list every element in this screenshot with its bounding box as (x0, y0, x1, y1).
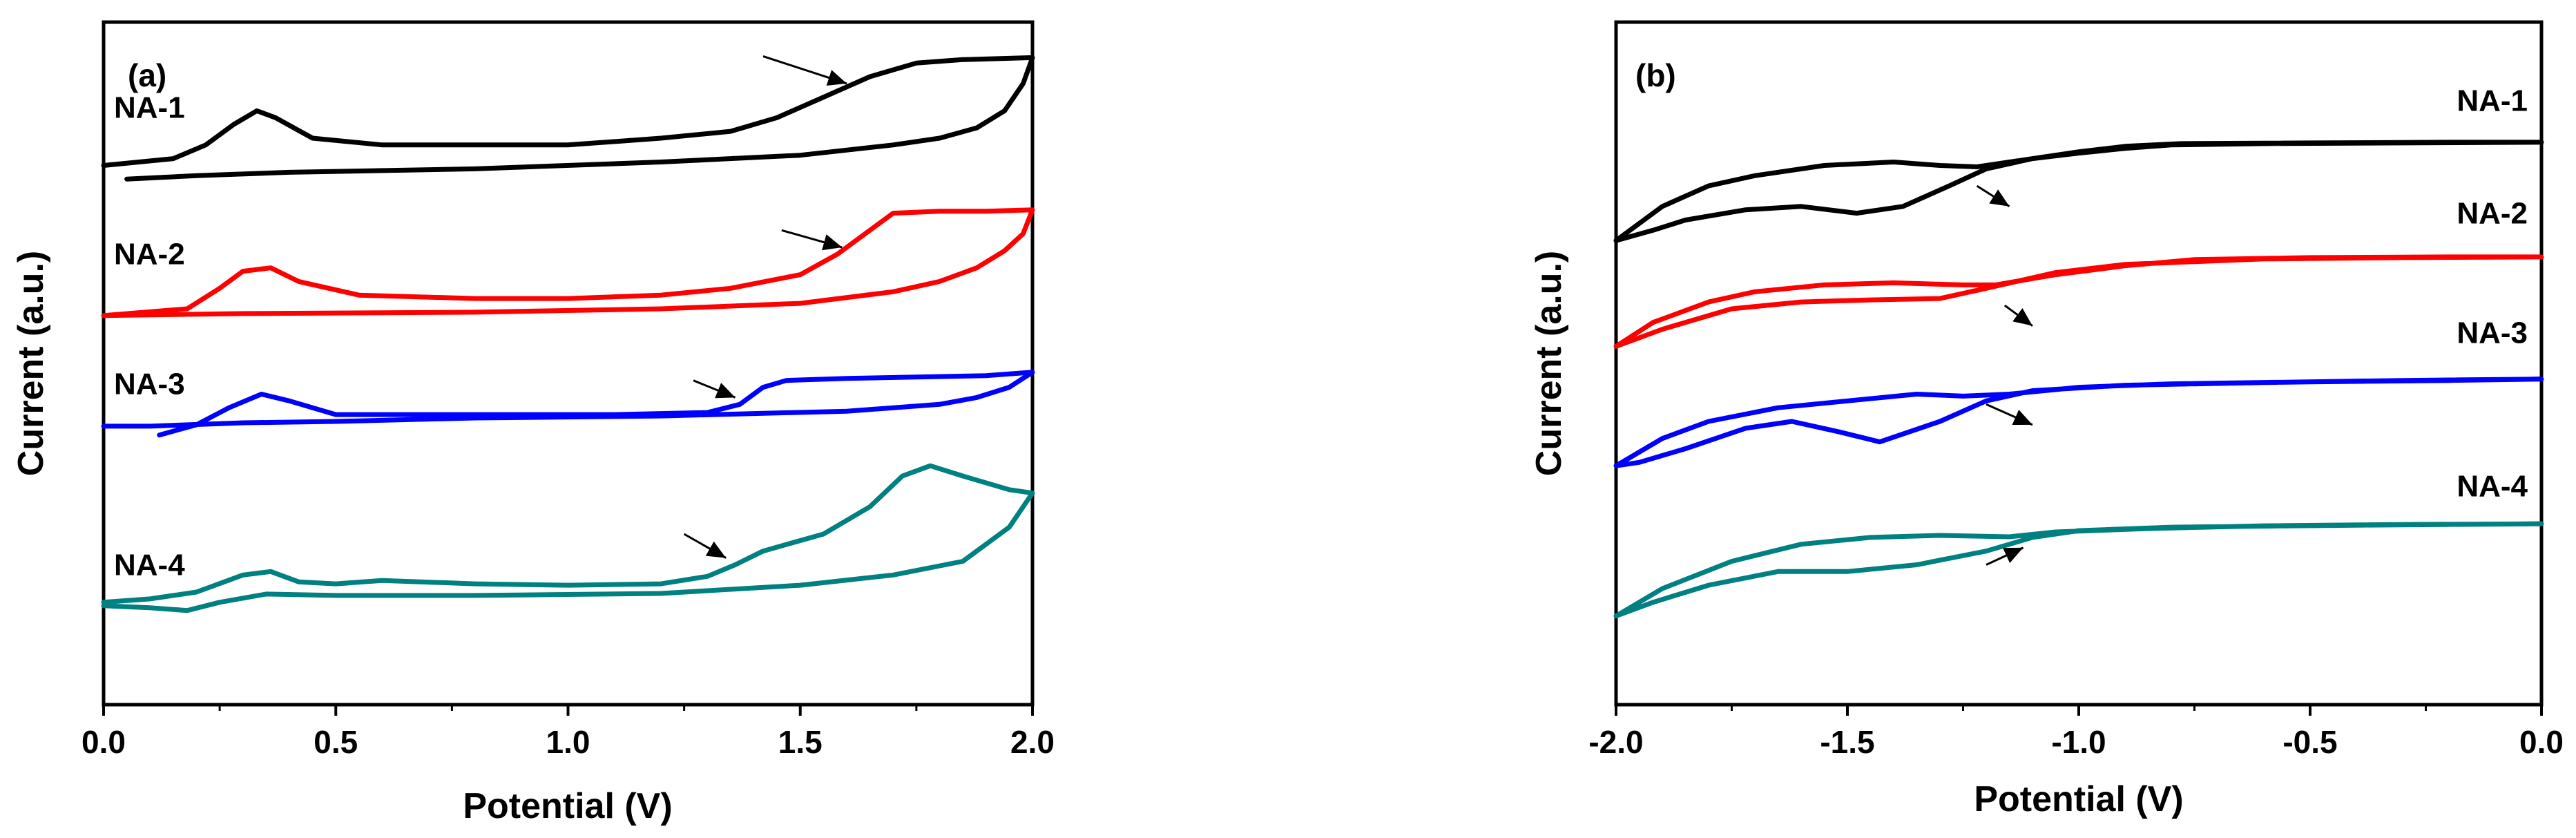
x-tick-label: -1.0 (2051, 724, 2106, 760)
arrow-na-2 (781, 229, 843, 251)
arrow-na-3 (1986, 403, 2033, 426)
arrows-a (683, 55, 847, 559)
series-curve-na-4 (101, 463, 1035, 613)
x-tick-label: -1.5 (1820, 724, 1874, 760)
panel-label-a: (a) (128, 57, 166, 93)
series-curve-na-3 (101, 370, 1035, 438)
arrow-na-1 (762, 55, 847, 86)
plot-frame-b (1614, 20, 2544, 707)
series-label-na-4: NA-4 (2457, 470, 2528, 504)
series-label-na-1: NA-1 (114, 91, 185, 124)
series-curve-na-1 (101, 55, 1035, 182)
arrow-na-3 (693, 379, 736, 399)
series-curve-na-4 (1613, 521, 2544, 619)
plot-frame-a (102, 20, 1035, 707)
arrow-na-4 (1986, 546, 2024, 566)
series-label-na-3: NA-3 (114, 367, 185, 401)
series-label-na-3: NA-3 (2457, 316, 2528, 350)
series-labels-b: NA-1 NA-2 NA-3 NA-4 (2457, 84, 2528, 503)
curves-b (1613, 140, 2544, 619)
x-tick-label: 0.0 (2519, 724, 2564, 760)
series-curve-na-2 (101, 207, 1035, 318)
curves-a (101, 55, 1035, 613)
x-ticks-a: 0.0 0.5 1.0 1.5 2.0 (81, 705, 1055, 760)
series-label-na-2: NA-2 (2457, 196, 2528, 230)
series-curve-na-3 (1613, 377, 2544, 468)
series-curve-na-1 (1613, 140, 2544, 243)
panel-label-b: (b) (1635, 57, 1676, 93)
series-curve-na-2 (1613, 254, 2544, 349)
series-label-na-4: NA-4 (114, 548, 185, 582)
arrow-na-2 (2003, 304, 2033, 327)
x-axis-title-a: Potential (V) (463, 786, 672, 826)
y-axis-title-a: Current (a.u.) (11, 251, 51, 476)
x-tick-label: -2.0 (1588, 724, 1643, 760)
x-tick-label: 0.5 (314, 724, 358, 760)
series-label-na-2: NA-2 (114, 238, 185, 272)
x-tick-label: 1.0 (546, 724, 590, 760)
x-tick-label: 2.0 (1010, 724, 1055, 760)
x-ticks-b: -2.0 -1.5 -1.0 -0.5 0.0 (1588, 705, 2564, 760)
x-axis-title-b: Potential (V) (1974, 779, 2183, 819)
x-tick-label: 1.5 (778, 724, 823, 760)
x-tick-label: -0.5 (2282, 724, 2337, 760)
arrow-na-1 (1976, 184, 2010, 208)
chart-panel-b: (b) NA-1 NA-2 NA-3 NA-4 -2.0 -1.5 -1.0 -0.5 0.0… (1529, 20, 2564, 819)
chart-panel-a: (a) NA-1 NA-2 NA-3 NA-4 0.0 0.5 1.0 1.5 2.0 Pot… (11, 20, 1055, 826)
series-labels-a: NA-1 NA-2 NA-3 NA-4 (114, 91, 185, 582)
arrows-b (1976, 184, 2033, 566)
x-tick-label: 0.0 (81, 724, 126, 760)
y-axis-title-b: Current (a.u.) (1529, 251, 1569, 476)
series-label-na-1: NA-1 (2457, 84, 2528, 117)
arrow-na-4 (683, 533, 727, 559)
